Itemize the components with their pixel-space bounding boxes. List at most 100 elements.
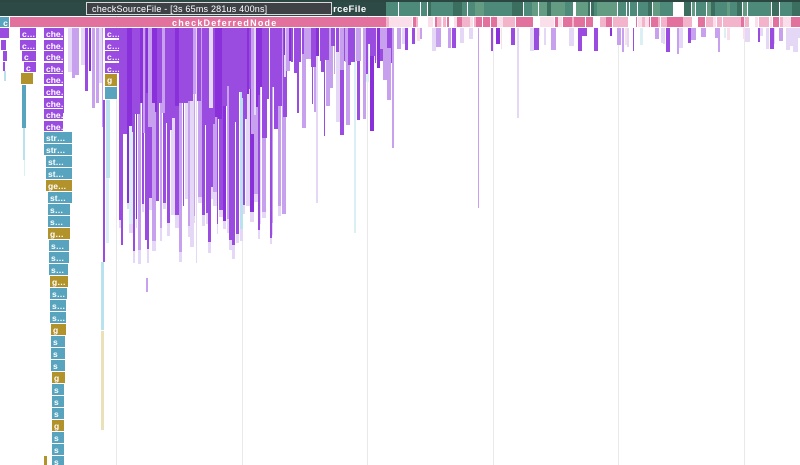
frame-s[interactable]: s… [49, 252, 69, 263]
flame-bar[interactable] [655, 28, 659, 39]
flame-bar[interactable] [348, 28, 351, 65]
flame-bar[interactable] [92, 28, 95, 108]
flame-bar[interactable] [786, 28, 790, 50]
flame-bar[interactable] [345, 28, 347, 62]
flame-bar[interactable] [232, 28, 236, 122]
flame-bar[interactable] [383, 28, 387, 80]
frame-che[interactable]: che… [44, 63, 63, 74]
flame-bar[interactable] [336, 28, 339, 52]
flame-bar[interactable] [594, 28, 598, 51]
flame-bar[interactable] [223, 221, 226, 229]
flame-bar[interactable] [594, 0, 597, 16]
flame-bar[interactable] [232, 245, 235, 259]
flame-bar[interactable] [278, 28, 281, 216]
flame-bar[interactable] [167, 223, 170, 236]
frame-s[interactable]: s… [49, 240, 69, 251]
flame-bar[interactable] [138, 250, 141, 264]
flame-bar[interactable] [129, 28, 133, 233]
flame-bar[interactable] [249, 28, 251, 89]
flame-bar[interactable] [517, 28, 519, 118]
flame-bar[interactable] [256, 28, 258, 107]
flame-bar[interactable] [149, 198, 152, 210]
flame-bar[interactable] [101, 262, 104, 330]
flame-bar[interactable] [565, 0, 573, 16]
frame-st[interactable]: st… [48, 192, 72, 203]
frame-g[interactable]: g [52, 420, 64, 431]
flame-bar[interactable] [617, 28, 621, 45]
flame-bar[interactable] [366, 28, 368, 74]
flame-bar[interactable] [158, 28, 162, 103]
flame-bar[interactable] [183, 28, 184, 206]
flame-bar[interactable] [127, 28, 132, 126]
flame-bar[interactable] [551, 0, 559, 16]
flame-bar[interactable] [136, 219, 137, 228]
flame-bar[interactable] [397, 17, 404, 27]
frame-s[interactable]: s… [50, 312, 66, 323]
flame-bar[interactable] [291, 28, 293, 62]
flame-bar[interactable] [743, 28, 745, 39]
frame-che[interactable]: che… [44, 86, 63, 97]
frame-s[interactable]: s [52, 408, 64, 419]
flame-bar[interactable] [760, 28, 763, 36]
flame-bar[interactable] [453, 0, 462, 16]
flame-bar[interactable] [385, 28, 387, 46]
flame-bar[interactable] [272, 28, 274, 87]
flame-bar[interactable] [452, 28, 456, 48]
flame-bar[interactable] [211, 187, 213, 199]
flame-bar[interactable] [606, 0, 617, 16]
flame-bar[interactable] [105, 87, 117, 99]
flame-bar[interactable] [175, 28, 179, 106]
frame-s[interactable]: s [52, 396, 64, 407]
flame-bar[interactable] [386, 17, 389, 27]
flame-bar[interactable] [194, 28, 195, 223]
frame-s[interactable]: s [51, 348, 65, 359]
flame-bar[interactable] [507, 0, 512, 16]
flame-bar[interactable] [404, 17, 412, 27]
flame-bar[interactable] [325, 28, 329, 60]
flame-bar[interactable] [190, 28, 194, 247]
flame-bar[interactable] [428, 17, 433, 27]
frame-c[interactable]: c [22, 51, 36, 62]
flame-bar[interactable] [413, 17, 416, 27]
flame-bar[interactable] [428, 0, 431, 16]
flame-bar[interactable] [229, 28, 232, 250]
flame-bar[interactable] [432, 28, 436, 51]
flame-bar[interactable] [162, 28, 165, 113]
flame-bar[interactable] [175, 28, 179, 228]
flame-bar[interactable] [462, 17, 470, 27]
flame-bar[interactable] [135, 28, 140, 114]
frame-che[interactable]: che… [44, 121, 63, 132]
flame-bar[interactable] [239, 28, 242, 92]
flame-bar[interactable] [435, 17, 437, 27]
flame-bar[interactable] [707, 0, 711, 16]
flame-bar[interactable] [132, 28, 135, 132]
flame-bar[interactable] [232, 28, 235, 259]
flame-bar[interactable] [354, 28, 356, 233]
flame-bar[interactable] [622, 28, 624, 52]
flame-bar[interactable] [392, 28, 394, 148]
flame-bar[interactable] [600, 17, 606, 27]
flame-bar[interactable] [236, 234, 239, 243]
flame-bar[interactable] [262, 28, 267, 138]
flame-bar[interactable] [727, 28, 730, 40]
flame-bar[interactable] [213, 192, 217, 206]
flame-bar[interactable] [44, 456, 47, 465]
frame-s[interactable]: s [51, 336, 65, 347]
flame-bar[interactable] [576, 0, 588, 16]
flame-bar[interactable] [209, 28, 213, 108]
flame-bar[interactable] [254, 28, 256, 115]
flame-bar[interactable] [330, 28, 333, 88]
flame-bar[interactable] [163, 203, 166, 209]
flame-bar[interactable] [793, 28, 798, 52]
flame-bar[interactable] [324, 28, 325, 136]
flame-bar[interactable] [715, 0, 727, 16]
flame-bar[interactable] [491, 28, 493, 51]
flame-bar[interactable] [133, 251, 135, 263]
frame-c[interactable]: c [0, 17, 9, 28]
frame-s[interactable]: s… [50, 300, 66, 311]
flame-bar[interactable] [168, 28, 172, 130]
flame-bar[interactable] [145, 28, 147, 240]
flame-bar[interactable] [270, 238, 272, 244]
flame-bar[interactable] [123, 28, 127, 134]
flame-bar[interactable] [625, 28, 627, 45]
